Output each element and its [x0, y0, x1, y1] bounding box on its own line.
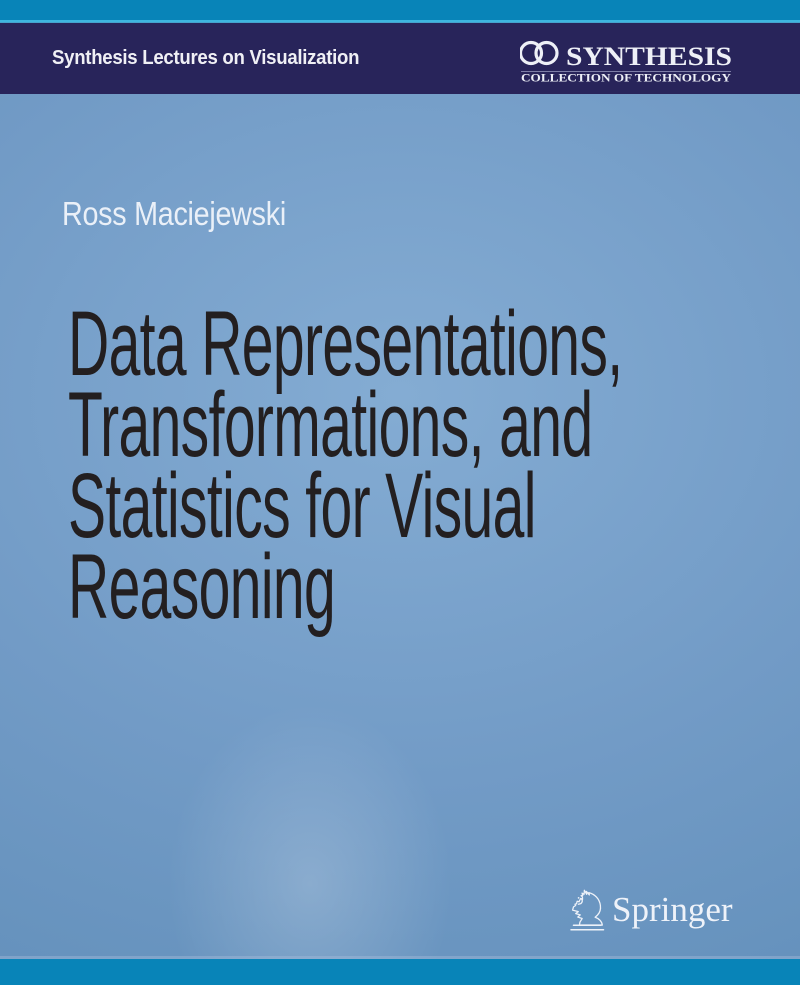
svg-text:Springer: Springer: [612, 890, 733, 929]
svg-text:COLLECTION OF TECHNOLOGY: COLLECTION OF TECHNOLOGY: [521, 73, 732, 85]
svg-text:SYNTHESIS: SYNTHESIS: [566, 42, 732, 71]
